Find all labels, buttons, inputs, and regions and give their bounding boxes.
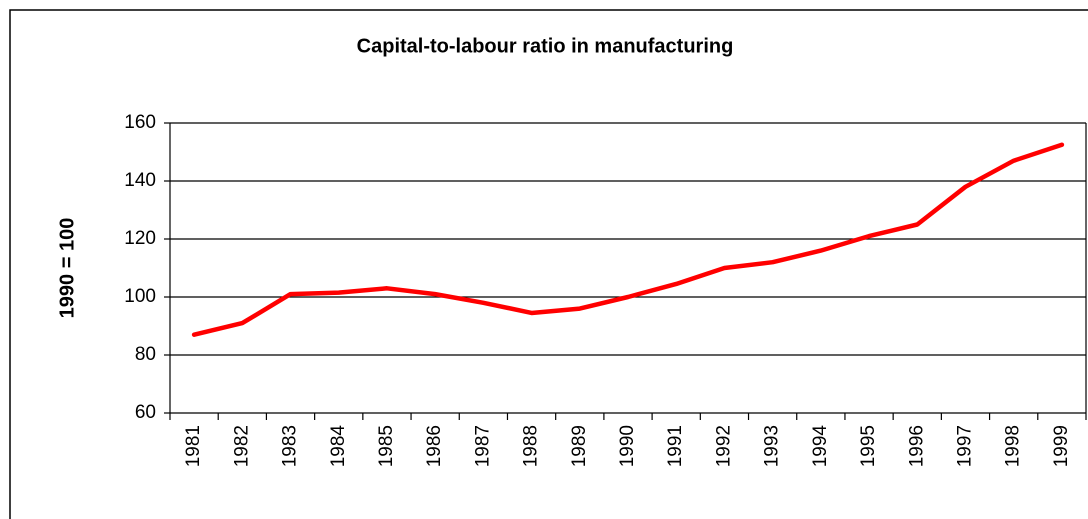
chart-title: Capital-to-labour ratio in manufacturing <box>357 35 734 57</box>
x-tick-label: 1995 <box>858 425 879 467</box>
y-tick-label: 120 <box>124 228 156 249</box>
x-tick-label: 1999 <box>1051 425 1072 467</box>
x-tick-label: 1985 <box>376 425 397 467</box>
x-tick-label: 1984 <box>328 425 349 468</box>
x-tick-label: 1989 <box>569 425 590 467</box>
x-tick-label: 1987 <box>472 425 493 467</box>
y-tick-label: 60 <box>135 402 156 423</box>
x-tick-label: 1983 <box>280 425 301 467</box>
y-tick-label: 100 <box>124 286 156 307</box>
y-tick-label: 160 <box>124 112 156 133</box>
x-tick-label: 1991 <box>665 425 686 467</box>
x-tick-label: 1982 <box>231 425 252 467</box>
x-tick-label: 1992 <box>713 425 734 467</box>
chart-border <box>9 9 1088 519</box>
y-axis-label: 1990 = 100 <box>56 218 78 319</box>
data-line <box>191 142 1065 337</box>
x-tick-label: 1998 <box>1003 425 1024 467</box>
x-tick-label: 1981 <box>183 425 204 467</box>
x-tick-label: 1993 <box>762 425 783 467</box>
x-tick-label: 1996 <box>906 425 927 467</box>
y-tick-label: 140 <box>124 170 156 191</box>
y-tick-label: 80 <box>135 344 156 365</box>
x-tick-label: 1997 <box>954 425 975 467</box>
x-tick-label: 1988 <box>521 425 542 467</box>
x-tick-label: 1994 <box>810 425 831 468</box>
x-tick-label: 1990 <box>617 425 638 467</box>
x-tick-label: 1986 <box>424 425 445 467</box>
